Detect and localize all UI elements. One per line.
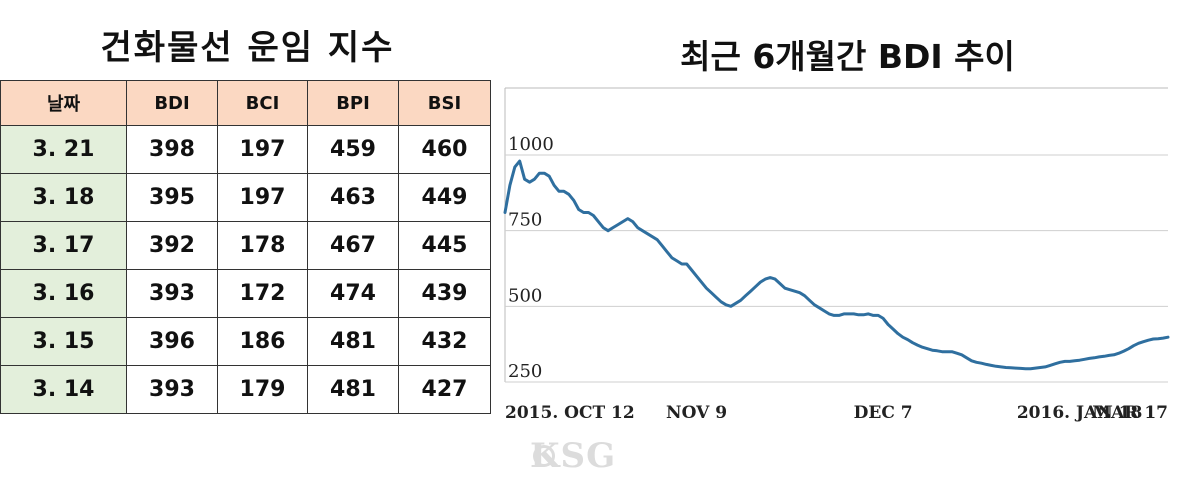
table-row: 3. 15 396 186 481 432 bbox=[0, 317, 491, 366]
cell-bdi: 392 bbox=[126, 221, 218, 270]
cell-bsi: 427 bbox=[398, 365, 491, 414]
bdi-line-chart: 1000 750 500 250 2015. OCT 12 NOV 9 DEC 7 2016.… bbox=[503, 87, 1170, 423]
header-bpi: BPI bbox=[307, 80, 399, 126]
y-tick-label: 250 bbox=[508, 361, 542, 382]
table-row: 3. 21 398 197 459 460 bbox=[0, 125, 491, 174]
chart-title: 최근 6개월간 BDI 추이 bbox=[680, 37, 1015, 76]
watermark-logo-icon bbox=[533, 445, 555, 467]
header-bci: BCI bbox=[217, 80, 308, 126]
freight-index-table: 날짜 BDI BCI BPI BSI 3. 21 398 197 459 460… bbox=[0, 80, 491, 414]
cell-bpi: 481 bbox=[307, 365, 399, 414]
cell-bsi: 432 bbox=[398, 317, 491, 366]
cell-bci: 178 bbox=[217, 221, 308, 270]
cell-bpi: 459 bbox=[307, 125, 399, 174]
x-tick-label: DEC 7 bbox=[854, 403, 913, 423]
cell-bpi: 467 bbox=[307, 221, 399, 270]
table-header-row: 날짜 BDI BCI BPI BSI bbox=[0, 80, 491, 126]
watermark: KSG bbox=[530, 436, 617, 476]
table-row: 3. 17 392 178 467 445 bbox=[0, 221, 491, 270]
cell-date: 3. 15 bbox=[0, 317, 127, 366]
y-tick-label: 1000 bbox=[508, 134, 554, 155]
table-row: 3. 14 393 179 481 427 bbox=[0, 365, 491, 414]
header-bsi: BSI bbox=[398, 80, 491, 126]
cell-bdi: 396 bbox=[126, 317, 218, 366]
header-date: 날짜 bbox=[0, 80, 127, 126]
cell-bsi: 460 bbox=[398, 125, 491, 174]
y-tick-label: 500 bbox=[508, 285, 542, 306]
bdi-series-line bbox=[503, 159, 1170, 371]
cell-bci: 197 bbox=[217, 125, 308, 174]
header-bdi: BDI bbox=[126, 80, 218, 126]
cell-bpi: 463 bbox=[307, 173, 399, 222]
x-tick-label: MAR 17 bbox=[1092, 403, 1168, 423]
x-tick-label: NOV 9 bbox=[666, 403, 727, 423]
cell-bsi: 439 bbox=[398, 269, 491, 318]
cell-bci: 172 bbox=[217, 269, 308, 318]
cell-bci: 179 bbox=[217, 365, 308, 414]
cell-date: 3. 14 bbox=[0, 365, 127, 414]
cell-date: 3. 16 bbox=[0, 269, 127, 318]
cell-bci: 197 bbox=[217, 173, 308, 222]
cell-date: 3. 18 bbox=[0, 173, 127, 222]
cell-date: 3. 17 bbox=[0, 221, 127, 270]
cell-bdi: 393 bbox=[126, 269, 218, 318]
table-row: 3. 18 395 197 463 449 bbox=[0, 173, 491, 222]
cell-bdi: 395 bbox=[126, 173, 218, 222]
cell-bsi: 449 bbox=[398, 173, 491, 222]
x-tick-label: 2016. JAN 18 bbox=[1017, 403, 1143, 423]
table-row: 3. 16 393 172 474 439 bbox=[0, 269, 491, 318]
cell-bpi: 474 bbox=[307, 269, 399, 318]
cell-bdi: 393 bbox=[126, 365, 218, 414]
cell-date: 3. 21 bbox=[0, 125, 127, 174]
cell-bci: 186 bbox=[217, 317, 308, 366]
x-tick-label: 2015. OCT 12 bbox=[505, 403, 635, 423]
table-title: 건화물선 운임 지수 bbox=[100, 28, 395, 68]
cell-bdi: 398 bbox=[126, 125, 218, 174]
cell-bpi: 481 bbox=[307, 317, 399, 366]
y-tick-label: 750 bbox=[508, 210, 542, 231]
cell-bsi: 445 bbox=[398, 221, 491, 270]
